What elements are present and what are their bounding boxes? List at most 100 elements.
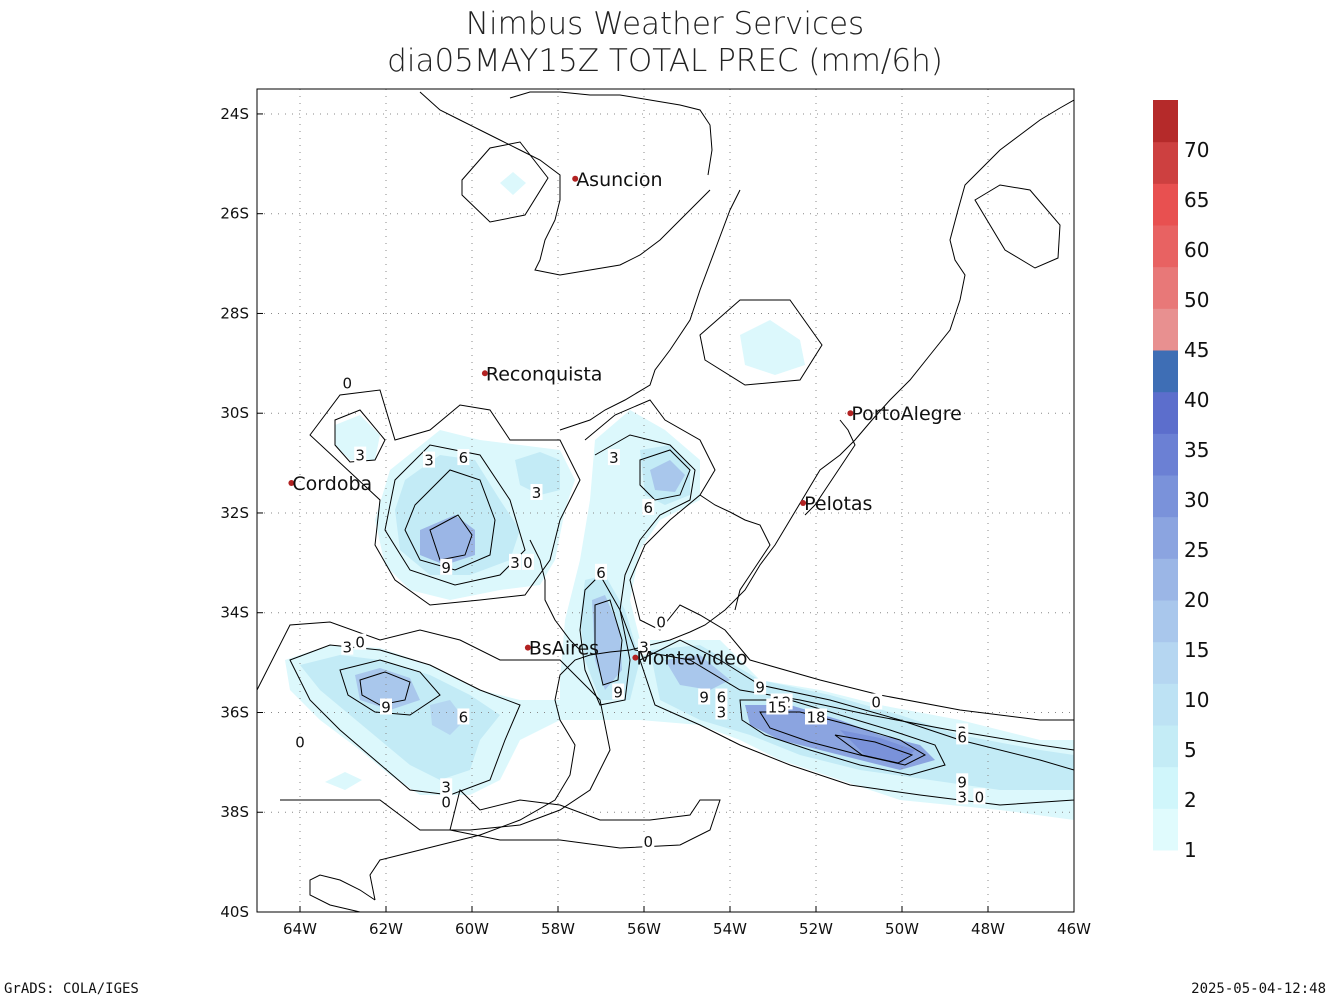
x-tick-label: 46W [1057,920,1091,938]
contour-label-bg [715,703,728,720]
contour-label-bg [698,688,711,705]
colorbar-swatch [1153,308,1178,351]
coastline-rio-plata-argentina [369,644,651,901]
y-tick-label: 30S [220,404,249,422]
contour-label-bg [870,693,883,710]
contour-label: 9 [441,559,451,577]
contour-label: 3 [609,449,619,467]
border-paraguay-north [509,91,713,176]
city-bsaires: BsAires [524,638,599,660]
contour-river-inner [594,599,623,686]
contour-label-bg [607,449,620,466]
x-tick-label: 62W [369,920,403,938]
contour-label-bg [354,633,367,650]
y-tick-label: 26S [220,205,249,223]
contour-label-bg [294,733,306,750]
contour-ocean-inner [834,734,914,764]
contour-label: 3 [532,484,542,502]
colorbar-label: 60 [1184,238,1209,262]
x-tick-label: 50W [885,920,919,938]
contour-label-bg [380,698,392,715]
coastlines-borders [309,91,1074,912]
x-tick-label: 64W [283,920,317,938]
contour-ocean-3 [639,639,1074,806]
contour-label: 3 [424,452,434,470]
city-label: PortoAlegre [851,403,961,425]
contour-uruguay-0 [584,399,1074,721]
footer-credit: GrADS: COLA/IGES [4,981,139,997]
contour-ba-6 [339,659,441,716]
colorbar-swatch [1153,725,1178,768]
colorbar-swatch [1153,558,1178,601]
city-markers: Asuncion Reconquista PortoAlegre Cordoba Pel… [288,169,962,670]
contour-label: 0 [656,614,666,632]
contour-ba-3 [289,644,521,796]
contour-south-0 [449,789,721,849]
lagoa-patos [804,419,856,516]
x-tick-label: 54W [713,920,747,938]
contour-label: 6 [596,564,606,582]
contour-label: 3 [355,447,365,465]
contour-label-bg [612,683,625,700]
x-tick-label: 60W [455,920,489,938]
city-label: Asuncion [576,169,662,191]
city-label: Montevideo [636,648,747,670]
y-tick-label: 38S [220,803,249,821]
colorbar-label: 2 [1184,788,1197,812]
colorbar-swatch [1153,391,1178,434]
colorbar-label: 70 [1184,138,1209,162]
contour-label-bg [457,708,470,725]
contour-label: 0 [441,793,451,811]
city-reconquista: Reconquista [481,363,602,385]
y-tick-label: 36S [220,703,249,721]
y-axis: 24S 26S 28S 30S 32S 34S 36S 38S 40S [220,105,263,921]
contour-label: 3 [510,554,520,572]
city-marker-dot [572,175,579,182]
colorbar-swatch [1153,350,1178,393]
contour-label: 15 [768,698,787,716]
precip-mid-ba-south [300,655,500,780]
contour-label-bg [530,484,543,501]
contour-label: 6 [644,499,654,517]
contour-label: 0 [343,374,353,392]
river-uruguay [559,189,741,431]
colorbar-swatch [1153,600,1178,643]
contour-label: 6 [717,689,727,707]
colorbar-label: 35 [1184,438,1209,462]
colorbar-swatch [1153,266,1178,309]
contour-label-bg [354,446,367,463]
x-tick-label: 52W [799,920,833,938]
coastline-south-patagonia [309,874,376,912]
colorbar-swatch [1153,225,1178,268]
contour-label-bg [956,728,969,745]
precip-core-ba [355,668,420,710]
city-marker-dot [524,644,531,651]
plot-frame [256,88,1075,913]
contour-label-bg [973,788,986,805]
contour-label-bg [341,638,354,655]
border-uruguay-brazil [699,494,771,611]
colorbar-label: 30 [1184,488,1209,512]
colorbar-swatch [1153,766,1178,809]
contour-ocean-9 [739,699,946,776]
contour-river [579,574,631,706]
contour-label: 3 [441,778,451,796]
colorbar-swatch [1153,808,1178,851]
contour-label-bg [715,688,728,705]
city-cordoba: Cordoba [288,473,372,495]
contour-label: 0 [644,833,654,851]
city-label: Pelotas [804,493,872,515]
footer-timestamp: 2025-05-04-12:48 [1191,981,1326,997]
colorbar-label: 50 [1184,288,1209,312]
contour-label: 3 [717,703,727,721]
colorbar-swatch [1153,100,1178,143]
contour-label-bg [341,374,354,391]
colorbar-label: 65 [1184,188,1209,212]
contour-ba-0 [257,621,611,831]
map-subtitle: dia05MAY15Z TOTAL PREC (mm/6h) [387,43,943,79]
city-marker-dot [632,654,639,661]
contour-label-bg [595,563,607,580]
contour-label: 3 [639,639,649,657]
